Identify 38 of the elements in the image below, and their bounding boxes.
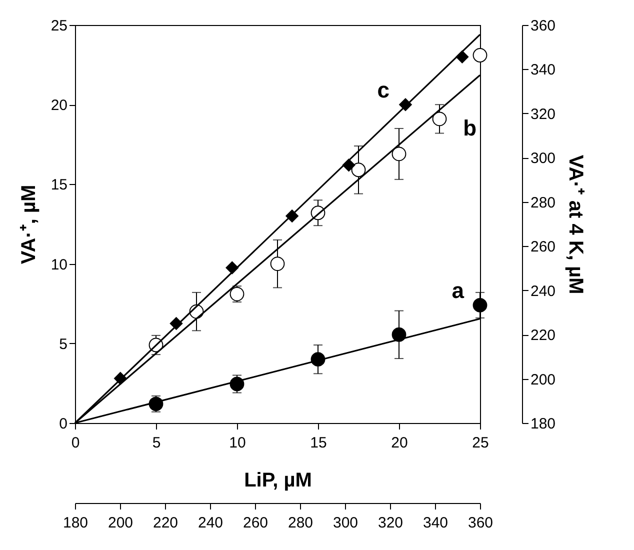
x-tick-label: 0 [71,434,80,452]
x2-tick-label: 320 [378,514,404,532]
y2-tick-label: 240 [530,282,556,300]
y2-tick-label: 360 [530,18,556,34]
y2-tick-label: 260 [530,238,556,256]
y-tick-label: 10 [50,256,68,274]
x2-tick-label: 200 [108,514,134,532]
x-tick-label: 25 [472,434,489,452]
y-tick-label: 5 [59,336,68,353]
y2-tick-label: 200 [530,371,556,388]
y-tick-label: 0 [59,416,68,432]
y2-tick-label: 340 [530,62,556,79]
annotation: a [452,278,465,304]
x-tick-label: 5 [152,434,161,452]
x2-tick-label: 300 [332,514,358,532]
x-axis-title: LiP, µM [244,470,312,492]
x2-tick-label: 260 [242,514,268,532]
annotation: b [463,115,477,140]
annotation: c [377,78,390,103]
x-tick-label: 15 [310,434,327,452]
y-tick-label: 20 [50,97,68,114]
y-tick-label: 15 [50,176,68,194]
y2-tick-label: 280 [530,194,556,212]
x-tick-label: 20 [391,434,408,452]
x2-tick-label: 180 [62,514,88,532]
y2-tick-label: 220 [530,327,556,344]
x2-tick-label: 360 [468,514,494,532]
y-tick-label: 25 [50,18,68,34]
y2-tick-label: 320 [530,106,556,123]
y-axis-title: VA·⁺, µM [18,184,40,264]
y2-tick-label: 180 [530,416,556,432]
x-tick-label: 10 [229,434,246,452]
x2-tick-label: 240 [198,514,224,532]
x2-tick-label: 340 [422,514,448,532]
y2-tick-label: 300 [530,150,556,168]
x2-tick-label: 220 [152,514,178,532]
x2-tick-label: 280 [288,514,314,532]
y2-axis-title: VA·⁺ at 4 K, µM [564,154,587,294]
